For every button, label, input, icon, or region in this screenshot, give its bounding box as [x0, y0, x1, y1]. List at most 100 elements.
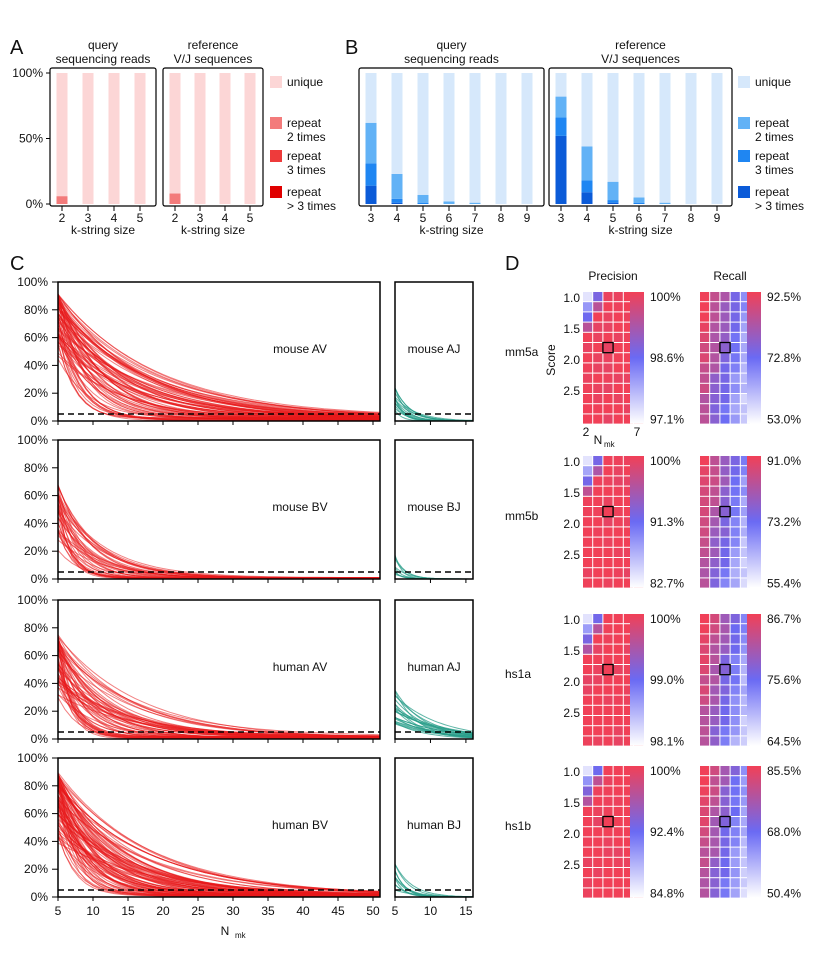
legend-swatch [738, 117, 750, 129]
heat-cell [740, 806, 750, 816]
heat-cell [730, 507, 740, 517]
heat-cell [700, 302, 710, 312]
j-curve [395, 695, 473, 732]
v-subplot-label: mouse BV [272, 500, 327, 514]
heat-cell [623, 644, 633, 654]
heat-cell [700, 486, 710, 496]
v-curve [58, 313, 380, 417]
y-tick-label: 100% [17, 593, 48, 607]
heat-cell [720, 312, 730, 322]
heat-cell [710, 353, 720, 363]
heat-cell [720, 654, 730, 664]
heat-cell [720, 414, 730, 424]
y-tick-label: 100% [12, 66, 43, 80]
heat-cell [603, 857, 613, 867]
heat-cell [710, 644, 720, 654]
heat-cell [700, 766, 710, 776]
heat-cell [720, 527, 730, 537]
heat-cell [583, 837, 593, 847]
heat-cell [700, 665, 710, 675]
heat-cell [740, 343, 750, 353]
heat-cell [623, 414, 633, 424]
heat-cell [593, 695, 603, 705]
heat-cell [593, 837, 603, 847]
facet-frame [49, 67, 157, 207]
heat-cell [740, 302, 750, 312]
heat-cell [603, 847, 613, 857]
heat-cell [740, 705, 750, 715]
heat-cell [623, 857, 633, 867]
heat-cell [613, 456, 623, 466]
bar-segment [365, 73, 377, 123]
color-bar [630, 614, 644, 746]
heat-cell [583, 476, 593, 486]
j-curve-group [395, 387, 473, 421]
heat-cell [623, 695, 633, 705]
x-tick-label: 6 [446, 211, 453, 225]
heat-cell [613, 705, 623, 715]
y-tick-label: 60% [24, 649, 48, 663]
heat-cell [613, 363, 623, 373]
heat-cell [710, 312, 720, 322]
heat-cell [710, 517, 720, 527]
score-tick: 1.5 [563, 486, 580, 500]
heat-cell [583, 517, 593, 527]
heat-cell [583, 343, 593, 353]
heat-cell [700, 716, 710, 726]
heat-cell [710, 292, 720, 302]
heat-cell [603, 456, 613, 466]
heat-cell [700, 527, 710, 537]
heat-cell [583, 644, 593, 654]
heat-cell [613, 888, 623, 898]
bar-segment [391, 202, 403, 204]
heat-cell [740, 786, 750, 796]
heat-cell [613, 404, 623, 414]
legend-entry: repeat > 3 times [287, 185, 336, 213]
j-curve-group [395, 863, 473, 897]
heat-cell [613, 517, 623, 527]
color-bar [747, 456, 761, 588]
heat-cell [613, 837, 623, 847]
j-frame [394, 439, 474, 580]
heat-cell [593, 654, 603, 664]
heat-cell [710, 578, 720, 588]
heat-cell [603, 466, 613, 476]
v-curve [58, 777, 380, 893]
heat-cell [710, 496, 720, 506]
heat-cell [730, 414, 740, 424]
y-tick-label: 60% [24, 807, 48, 821]
color-bar-max-label: 100% [650, 454, 681, 468]
heat-cell [613, 547, 623, 557]
heat-cell [583, 736, 593, 746]
heat-cell [730, 343, 740, 353]
facet-title: query sequencing reads [404, 38, 499, 66]
heat-cell [593, 476, 603, 486]
bar-segment [711, 73, 723, 204]
heat-cell [740, 322, 750, 332]
heat-cell [613, 383, 623, 393]
heat-cell [710, 868, 720, 878]
heat-cell [720, 383, 730, 393]
heat-cell [603, 868, 613, 878]
heat-cell [613, 817, 623, 827]
heat-cell [593, 878, 603, 888]
heat-cell [593, 817, 603, 827]
score-tick: 2.5 [563, 384, 580, 398]
heat-cell [730, 888, 740, 898]
x-tick-label: 25 [191, 904, 205, 918]
heat-cell [613, 634, 623, 644]
heat-cell [623, 705, 633, 715]
bar-segment [633, 197, 645, 203]
j-curve-group [395, 554, 473, 579]
heat-cell [700, 353, 710, 363]
heat-cell [623, 404, 633, 414]
heat-cell [740, 776, 750, 786]
bar-segment [365, 163, 377, 186]
score-tick: 2.0 [563, 353, 580, 367]
heat-cell [603, 527, 613, 537]
heat-cell [603, 705, 613, 715]
heat-cell [700, 675, 710, 685]
heat-cell [730, 705, 740, 715]
legend-entry: repeat 3 times [755, 149, 794, 177]
heat-cell [730, 373, 740, 383]
